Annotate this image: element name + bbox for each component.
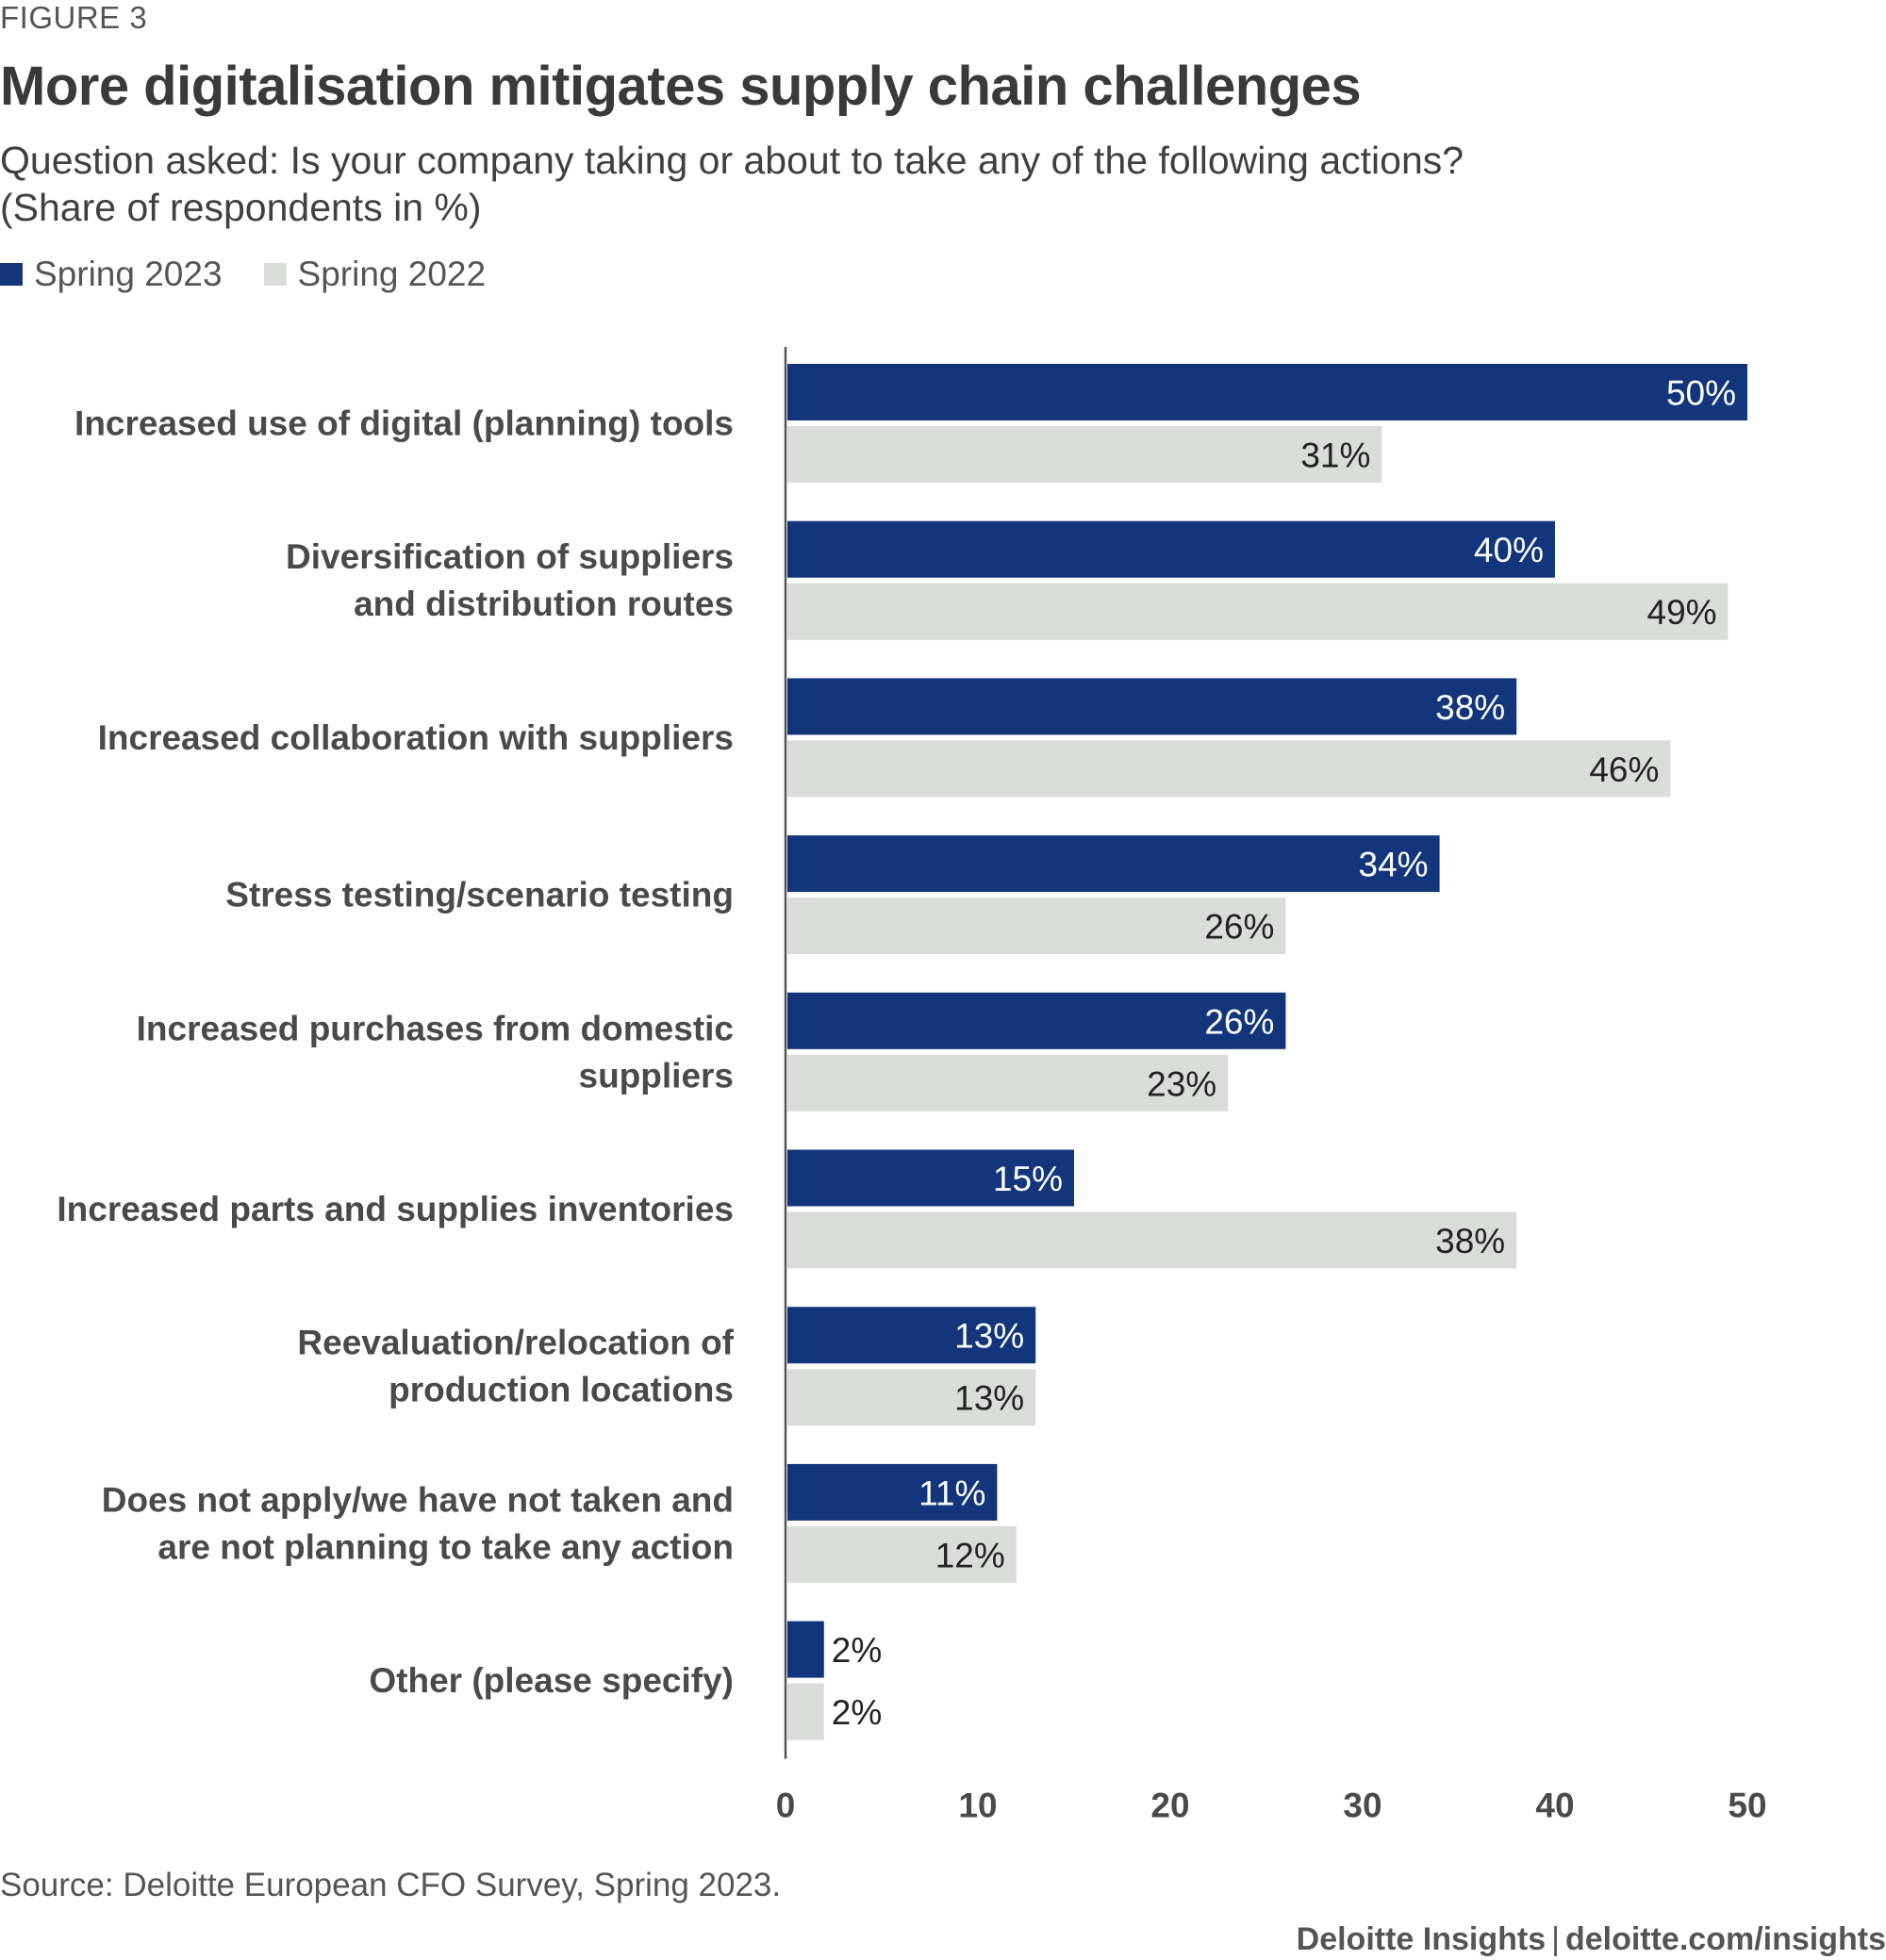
credit-brand: Deloitte Insights <box>1296 1921 1547 1957</box>
data-label: 15% <box>993 1160 1063 1198</box>
legend-item-spring-2023: Spring 2023 <box>0 255 223 294</box>
bar-spring-2023 <box>787 835 1440 893</box>
legend-swatch-2023 <box>0 263 23 286</box>
data-label: 13% <box>954 1379 1024 1418</box>
bar-spring-2023 <box>787 678 1517 735</box>
bar-spring-2022 <box>787 583 1729 640</box>
category-label: production locations <box>389 1371 734 1409</box>
bar-spring-2023 <box>787 520 1555 578</box>
data-label: 13% <box>954 1317 1024 1356</box>
data-label: 2% <box>832 1693 882 1732</box>
bar-spring-2023 <box>787 364 1747 420</box>
chart-title: More digitalisation mitigates supply cha… <box>0 56 1362 117</box>
category-label: Reevaluation/relocation of <box>297 1324 734 1362</box>
credit: Deloitte Insights | deloitte.com/insights <box>1297 1921 1886 1958</box>
data-label: 46% <box>1589 750 1659 789</box>
bar-chart: Increased use of digital (planning) tool… <box>57 347 1767 1825</box>
credit-separator: | <box>1551 1921 1560 1957</box>
bar-spring-2023 <box>787 1621 824 1678</box>
bar-spring-2022 <box>787 1054 1229 1112</box>
bar-spring-2023 <box>787 1149 1074 1207</box>
bar-spring-2023 <box>787 1463 998 1521</box>
data-label: 2% <box>832 1631 882 1670</box>
figure-label: FIGURE 3 <box>0 0 148 35</box>
legend: Spring 2023 Spring 2022 <box>0 255 527 294</box>
subtitle-line: (Share of respondents in %) <box>0 186 482 229</box>
legend-item-spring-2022: Spring 2022 <box>263 255 487 294</box>
category-label: Increased purchases from domestic <box>137 1009 734 1047</box>
legend-label-2023: Spring 2023 <box>34 255 223 293</box>
bar-spring-2022 <box>787 1683 824 1740</box>
source-note: Source: Deloitte European CFO Survey, Sp… <box>0 1867 782 1903</box>
subtitle-line: Question asked: Is your company taking o… <box>0 139 1464 182</box>
category-label: Does not apply/we have not taken and <box>102 1480 734 1519</box>
credit-url: deloitte.com/insights <box>1564 1921 1886 1957</box>
data-label: 23% <box>1147 1064 1216 1103</box>
data-label: 11% <box>918 1474 985 1512</box>
bar-spring-2023 <box>787 992 1286 1049</box>
category-label: Increased use of digital (planning) tool… <box>74 404 734 443</box>
legend-label-2022: Spring 2022 <box>297 255 487 293</box>
category-label: Other (please specify) <box>369 1661 734 1700</box>
category-label: are not planning to take any action <box>157 1527 734 1566</box>
bar-spring-2023 <box>787 1307 1036 1364</box>
bar-spring-2022 <box>787 1525 1017 1583</box>
bar-spring-2022 <box>787 1369 1036 1426</box>
data-label: 26% <box>1204 1002 1274 1041</box>
x-tick-label: 50 <box>1728 1787 1766 1825</box>
x-tick-label: 30 <box>1343 1787 1381 1825</box>
data-label: 50% <box>1666 374 1736 413</box>
category-label: suppliers <box>579 1056 735 1095</box>
data-label: 38% <box>1435 1222 1505 1260</box>
category-label: Increased parts and supplies inventories <box>57 1190 734 1228</box>
chart-subtitle: Question asked: Is your company taking o… <box>0 137 1464 231</box>
category-label: Diversification of suppliers <box>286 537 734 576</box>
category-label: Stress testing/scenario testing <box>225 876 734 914</box>
data-label: 31% <box>1300 436 1370 475</box>
data-label: 26% <box>1204 908 1274 947</box>
data-label: 38% <box>1435 688 1505 727</box>
x-tick-label: 40 <box>1535 1787 1574 1825</box>
bar-spring-2022 <box>787 740 1671 798</box>
category-label: Increased collaboration with suppliers <box>98 718 734 757</box>
x-tick-label: 0 <box>776 1787 796 1825</box>
data-label: 12% <box>935 1536 1005 1574</box>
x-tick-label: 20 <box>1150 1787 1189 1825</box>
data-label: 34% <box>1359 846 1429 884</box>
data-label: 40% <box>1474 531 1544 569</box>
x-tick-label: 10 <box>958 1787 997 1825</box>
data-label: 49% <box>1647 593 1717 632</box>
bar-spring-2022 <box>787 898 1286 955</box>
legend-swatch-2022 <box>263 263 287 286</box>
bar-spring-2022 <box>787 1211 1517 1269</box>
category-label: and distribution routes <box>354 585 734 623</box>
bar-spring-2022 <box>787 426 1382 483</box>
